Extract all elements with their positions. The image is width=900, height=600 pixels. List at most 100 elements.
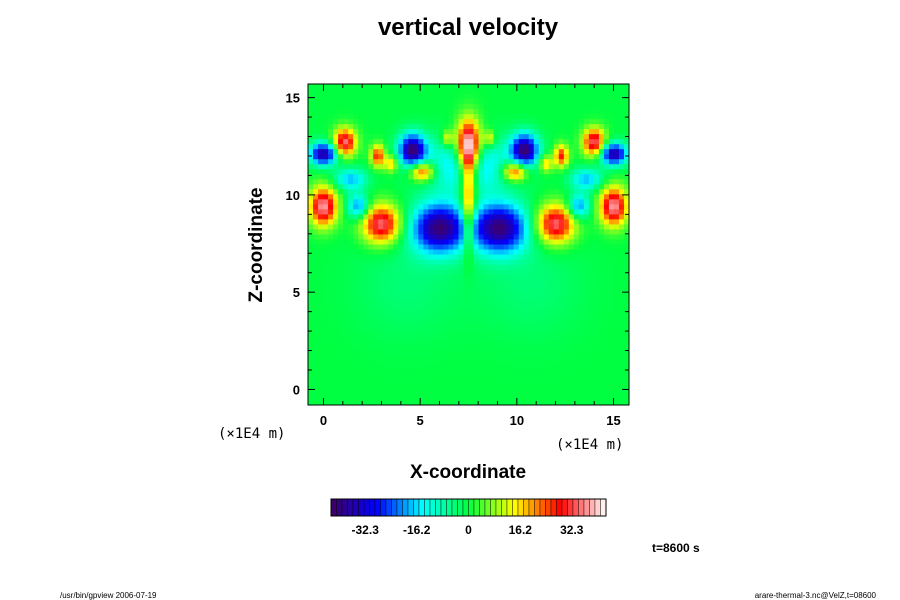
heatmap-cell: [488, 94, 495, 100]
heatmap-cell: [443, 174, 450, 180]
heatmap-cell: [323, 164, 329, 170]
heatmap-cell: [408, 174, 414, 180]
heatmap-cell: [613, 269, 620, 276]
heatmap-cell: [473, 94, 480, 100]
heatmap-cell: [598, 384, 605, 391]
heatmap-cell: [513, 349, 520, 356]
heatmap-cell: [323, 204, 329, 210]
heatmap-cell: [313, 339, 319, 346]
heatmap-cell: [388, 189, 394, 195]
heatmap-cell: [323, 319, 329, 326]
heatmap-cell: [588, 194, 595, 200]
heatmap-cell: [533, 204, 540, 210]
heatmap-cell: [618, 144, 625, 150]
footer-left: /usr/bin/gpview 2006-07-19: [60, 591, 157, 600]
heatmap-cell: [433, 189, 440, 195]
colorbar-swatch: [402, 498, 409, 517]
heatmap-cell: [423, 364, 429, 371]
heatmap-cell: [618, 169, 625, 175]
heatmap-cell: [533, 359, 540, 366]
heatmap-cell: [618, 94, 625, 100]
heatmap-cell: [443, 124, 450, 130]
heatmap-cell: [523, 189, 530, 195]
heatmap-cell: [373, 284, 379, 291]
heatmap-cell: [623, 199, 629, 205]
heatmap-cell: [328, 84, 334, 90]
heatmap-cell: [478, 259, 485, 266]
heatmap-cell: [338, 374, 344, 381]
heatmap-cell: [498, 159, 505, 165]
heatmap-cell: [553, 384, 560, 391]
heatmap-cell: [508, 124, 515, 130]
heatmap-cell: [553, 104, 560, 110]
heatmap-cell: [573, 274, 580, 281]
heatmap-cell: [548, 319, 555, 326]
heatmap-cell: [523, 229, 530, 236]
heatmap-cell: [368, 309, 374, 316]
heatmap-cell: [478, 149, 485, 155]
heatmap-cell: [438, 89, 445, 95]
heatmap-cell: [443, 219, 450, 226]
heatmap-cell: [338, 289, 344, 296]
heatmap-cell: [503, 394, 510, 401]
heatmap-cell: [323, 349, 329, 356]
heatmap-cell: [533, 379, 540, 386]
heatmap-cell: [618, 319, 625, 326]
heatmap-cell: [313, 364, 319, 371]
heatmap-cell: [368, 209, 374, 216]
heatmap-cell: [593, 184, 600, 190]
heatmap-cell: [518, 189, 525, 195]
heatmap-cell: [528, 284, 535, 291]
heatmap-cell: [553, 119, 560, 125]
heatmap-cell: [383, 264, 389, 271]
heatmap-cell: [483, 389, 490, 396]
heatmap-cell: [403, 364, 409, 371]
heatmap-cell: [518, 154, 525, 160]
heatmap-cell: [483, 119, 490, 125]
heatmap-cell: [608, 364, 615, 371]
heatmap-cell: [593, 224, 600, 231]
heatmap-cell: [583, 84, 590, 90]
heatmap-cell: [433, 359, 440, 366]
heatmap-cell: [383, 89, 389, 95]
heatmap-cell: [413, 389, 419, 396]
heatmap-cell: [523, 84, 530, 90]
heatmap-cell: [528, 214, 535, 221]
heatmap-cell: [508, 269, 515, 276]
heatmap-cell: [533, 354, 540, 361]
heatmap-cell: [543, 284, 550, 291]
heatmap-cell: [548, 124, 555, 130]
heatmap-cell: [393, 284, 399, 291]
heatmap-cell: [308, 164, 314, 170]
heatmap-cell: [528, 209, 535, 216]
heatmap-cell: [568, 199, 575, 205]
heatmap-cell: [308, 354, 314, 361]
heatmap-cell: [433, 184, 440, 190]
heatmap-cell: [418, 249, 424, 256]
heatmap-cell: [548, 199, 555, 205]
heatmap-cell: [618, 214, 625, 221]
heatmap-cell: [553, 234, 560, 241]
heatmap-cell: [338, 104, 344, 110]
heatmap-cell: [508, 139, 515, 145]
heatmap-cell: [583, 389, 590, 396]
heatmap-cell: [538, 199, 545, 205]
heatmap-cell: [368, 294, 374, 301]
heatmap-cell: [308, 194, 314, 200]
heatmap-cell: [453, 154, 460, 160]
heatmap-cell: [328, 229, 334, 236]
colorbar-swatch: [407, 498, 414, 517]
heatmap-cell: [403, 184, 409, 190]
heatmap-cell: [318, 339, 324, 346]
heatmap-cell: [623, 144, 629, 150]
heatmap-cell: [493, 139, 500, 145]
heatmap-cell: [443, 209, 450, 216]
heatmap-cell: [568, 104, 575, 110]
heatmap-cell: [428, 329, 434, 336]
heatmap-cell: [353, 229, 359, 236]
heatmap-cell: [383, 249, 389, 256]
heatmap-cell: [613, 89, 620, 95]
heatmap-cell: [443, 159, 450, 165]
heatmap-cell: [543, 159, 550, 165]
heatmap-cell: [483, 139, 490, 145]
